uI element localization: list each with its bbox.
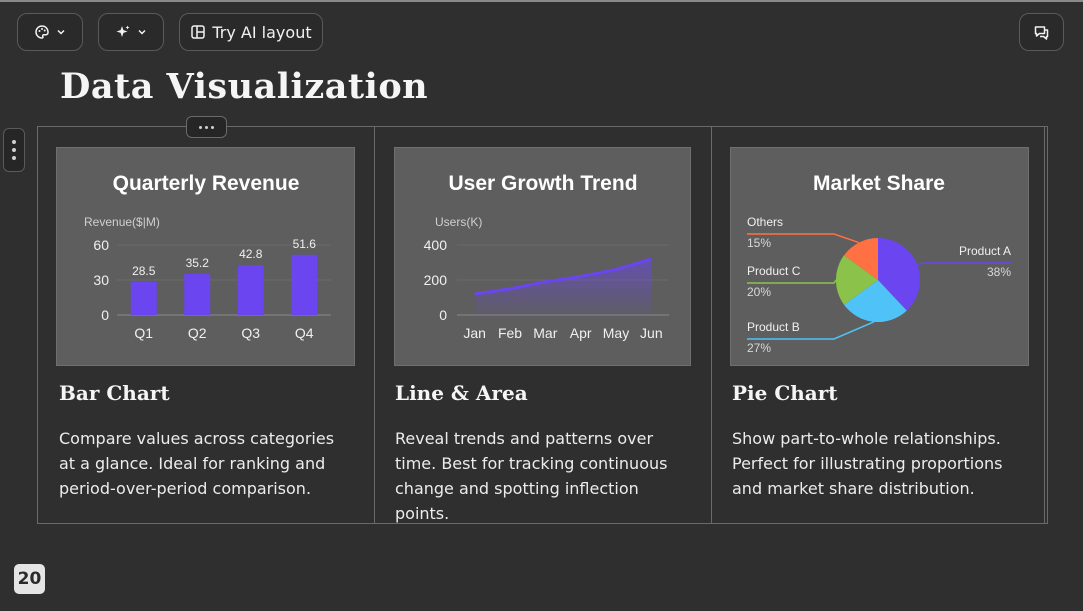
palette-icon (34, 24, 50, 40)
x-tick-label: Q1 (134, 325, 153, 341)
try-ai-layout-button[interactable]: Try AI layout (179, 13, 323, 51)
chevron-down-icon (137, 27, 147, 37)
pie-slice (835, 255, 878, 305)
pie-slice (844, 237, 878, 280)
card-description[interactable]: Show part-to-whole relationships. Perfec… (732, 429, 1003, 498)
comments-button[interactable] (1019, 13, 1064, 51)
card-description[interactable]: Compare values across categories at a gl… (59, 429, 335, 498)
card-description[interactable]: Reveal trends and patterns over time. Be… (395, 429, 668, 523)
chart-title: User Growth Trend (448, 172, 637, 195)
x-tick-label: Jan (463, 325, 486, 341)
chart-title: Market Share (813, 172, 945, 195)
y-tick-label: 0 (439, 307, 447, 323)
leader-line (747, 279, 837, 284)
card-heading[interactable]: Bar Chart (59, 381, 170, 405)
bar-chart-image[interactable]: Quarterly Revenue Revenue($|M) 0 30 60 28.5… (56, 147, 355, 366)
try-ai-layout-label: Try AI layout (212, 22, 312, 42)
slice-value: 38% (987, 265, 1011, 279)
column-divider (1044, 127, 1045, 523)
x-tick-label: May (603, 325, 629, 341)
bar (130, 281, 157, 315)
bar (237, 265, 264, 315)
slice-value: 20% (747, 285, 771, 299)
data-label: 42.8 (239, 247, 263, 261)
leader-line (916, 262, 1011, 266)
y-axis-label: Users(K) (435, 215, 482, 229)
slide-title[interactable]: Data Visualization (60, 66, 429, 107)
comment-icon (1033, 24, 1050, 41)
card-heading[interactable]: Line & Area (395, 381, 528, 405)
x-tick-label: Apr (570, 325, 592, 341)
line-chart-image[interactable]: User Growth Trend Users(K) 0 200 400 Jan Feb… (394, 147, 691, 366)
y-tick-label: 30 (93, 272, 109, 288)
area-fill (474, 259, 652, 315)
x-tick-label: Q4 (295, 325, 314, 341)
more-options-handle[interactable] (186, 116, 227, 138)
bar (184, 273, 211, 315)
x-tick-label: Feb (498, 325, 522, 341)
leader-line (747, 233, 860, 244)
y-tick-label: 400 (424, 237, 448, 253)
y-axis-label: Revenue($|M) (84, 215, 160, 229)
x-tick-label: Mar (533, 325, 557, 341)
card-grid[interactable] (37, 126, 1048, 524)
theme-button[interactable] (17, 13, 83, 51)
sparkle-icon (115, 24, 131, 40)
bar (291, 254, 318, 315)
column-divider (374, 127, 375, 523)
drag-handle[interactable] (3, 128, 25, 172)
data-label: 28.5 (132, 264, 156, 278)
slice-name: Product C (747, 264, 801, 278)
x-tick-label: Jun (640, 325, 663, 341)
x-tick-label: Q2 (188, 325, 207, 341)
slice-value: 27% (747, 341, 771, 355)
bar-chart: Quarterly Revenue Revenue($|M) 0 30 60 28.5… (84, 172, 331, 341)
leader-line (747, 321, 875, 340)
pie-slice (878, 237, 921, 311)
data-label: 35.2 (186, 256, 210, 270)
pie-chart: Market Share Product A 38% Product B 27% Pro… (747, 172, 1011, 355)
slice-name: Others (747, 215, 783, 229)
ai-magic-button[interactable] (98, 13, 164, 51)
data-label: 51.6 (293, 237, 317, 251)
card-heading[interactable]: Pie Chart (732, 381, 838, 405)
chevron-down-icon (56, 27, 66, 37)
pie-chart-image[interactable]: Market Share Product A 38% Product B 27% Pro… (730, 147, 1029, 366)
series-line (474, 257, 652, 296)
slice-value: 15% (747, 236, 771, 250)
layout-icon (190, 24, 206, 40)
x-tick-label: Q3 (241, 325, 260, 341)
y-tick-label: 60 (93, 237, 109, 253)
y-tick-label: 0 (101, 307, 109, 323)
pie-slice (844, 280, 907, 323)
y-tick-label: 200 (424, 272, 448, 288)
slice-name: Product B (747, 320, 800, 334)
column-divider (711, 127, 712, 523)
line-chart: User Growth Trend Users(K) 0 200 400 Jan Feb… (424, 172, 669, 341)
window-top-border (0, 0, 1083, 2)
chart-title: Quarterly Revenue (113, 172, 300, 195)
page-number: 20 (14, 564, 45, 594)
slice-name: Product A (959, 244, 1011, 258)
